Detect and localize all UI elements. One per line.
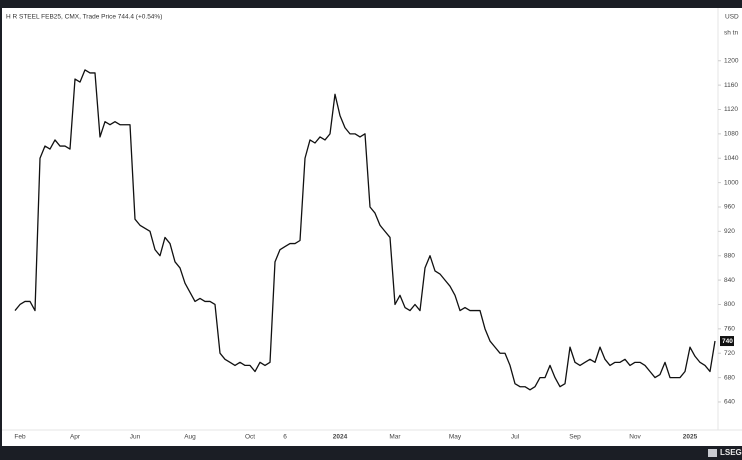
currency: USD	[725, 14, 739, 21]
y-tick-label: 1120	[724, 106, 738, 113]
x-tick-label: Jul	[511, 434, 520, 441]
x-tick-label: May	[449, 434, 462, 441]
x-tick-label: Jun	[130, 434, 141, 441]
y-tick-label: 680	[724, 374, 735, 381]
x-tick-label: Aug	[184, 434, 196, 441]
y-tick-label: 640	[724, 399, 735, 406]
x-tick-label: Apr	[70, 434, 81, 441]
y-tick-label: 760	[724, 326, 735, 333]
x-tick-label: Sep	[569, 434, 581, 441]
y-tick-label: 880	[724, 252, 735, 259]
y-tick-label: 720	[724, 350, 735, 357]
x-tick-label: Feb	[14, 434, 26, 441]
brand: LSEG	[720, 448, 742, 457]
y-tick-label: 800	[724, 301, 735, 308]
chart-title: H R STEEL FEB25, CMX, Trade Price 744.4 …	[6, 14, 162, 21]
brand-icon	[708, 449, 717, 457]
last-price-label: 740	[722, 338, 733, 345]
x-tick-label: 2025	[683, 434, 698, 441]
x-tick-label: Nov	[629, 434, 641, 441]
price-line	[14, 69, 716, 391]
last-price-box	[720, 336, 734, 347]
y-tick-label: 1000	[724, 179, 739, 186]
y-tick-label: 1080	[724, 131, 739, 138]
chart-background	[2, 8, 742, 446]
y-tick-label: 1160	[724, 82, 738, 89]
y-tick-label: 1040	[724, 155, 739, 162]
x-tick-label: 2024	[333, 434, 348, 441]
x-tick-label: 6	[283, 434, 287, 441]
y-tick-label: 1200	[724, 57, 739, 64]
y-tick-label: 960	[724, 204, 735, 211]
y-tick-label: 840	[724, 277, 735, 284]
x-tick-label: Mar	[389, 434, 401, 441]
unit: sh tn	[724, 30, 738, 37]
y-tick-label: 920	[724, 228, 735, 235]
x-tick-label: Oct	[245, 434, 255, 441]
